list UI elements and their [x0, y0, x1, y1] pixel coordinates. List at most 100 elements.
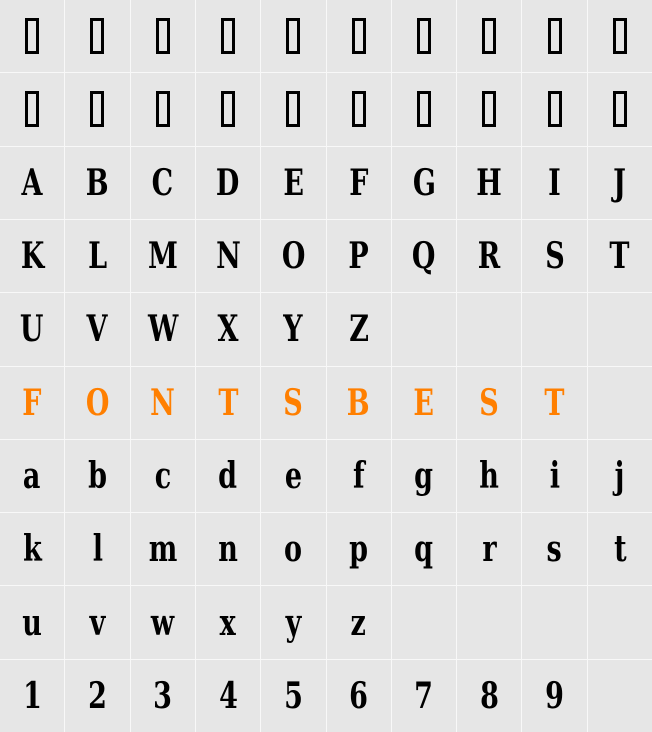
missing-glyph-icon [90, 18, 105, 55]
glyph-cell: V [65, 293, 130, 366]
glyph-cell: F [326, 146, 391, 219]
glyph: v [89, 601, 106, 644]
glyph: s [546, 528, 563, 571]
glyph-cell: I [522, 146, 587, 219]
missing-glyph-icon [155, 91, 170, 128]
glyph: 1 [22, 674, 42, 717]
missing-glyph-icon [155, 18, 170, 55]
glyph-cell [522, 586, 587, 659]
glyph-cell: p [326, 513, 391, 586]
glyph-cell [457, 586, 522, 659]
missing-glyph-icon [221, 18, 236, 55]
glyph-cell: E [261, 146, 326, 219]
glyph-cell [261, 73, 326, 146]
glyph: k [22, 528, 42, 571]
glyph: Y [283, 308, 303, 351]
glyph: x [219, 601, 237, 644]
glyph: V [86, 308, 108, 351]
glyph-cell [522, 293, 587, 366]
glyph-cell: N [130, 366, 195, 439]
glyph-cell: y [261, 586, 326, 659]
glyph-cell: n [195, 513, 261, 586]
brand-letter: O [85, 381, 110, 424]
glyph-cell [587, 659, 652, 732]
glyph: e [284, 454, 302, 497]
glyph-cell: P [326, 219, 391, 293]
glyph: q [414, 528, 434, 571]
glyph-cell: h [457, 439, 522, 513]
glyph-cell: o [261, 513, 326, 586]
glyph-cell: 5 [261, 659, 326, 732]
glyph-cell [587, 366, 652, 439]
glyph: T [609, 235, 630, 278]
glyph: U [20, 308, 44, 351]
glyph-cell [0, 73, 65, 146]
glyph-cell: H [457, 146, 522, 219]
brand-letter: T [217, 381, 239, 424]
glyph-cell: B [65, 146, 130, 219]
glyph-cell: S [457, 366, 522, 439]
glyph-cell: a [0, 439, 65, 513]
glyph-cell [522, 73, 587, 146]
glyph-cell: T [195, 366, 261, 439]
missing-glyph-icon [25, 18, 40, 55]
glyph-cell: d [195, 439, 261, 513]
brand-letter: E [413, 381, 435, 424]
glyph-cell: Y [261, 293, 326, 366]
missing-glyph-icon [286, 18, 301, 55]
glyph-cell [0, 0, 65, 73]
glyph-cell: k [0, 513, 65, 586]
glyph-cell: 2 [65, 659, 130, 732]
glyph: m [148, 528, 178, 571]
glyph-cell: E [391, 366, 457, 439]
glyph: d [218, 454, 238, 497]
glyph-cell: A [0, 146, 65, 219]
glyph-cell [587, 586, 652, 659]
glyph: K [20, 235, 44, 278]
glyph: I [548, 161, 561, 204]
glyph: E [283, 161, 304, 204]
glyph: 7 [414, 674, 434, 717]
glyph: G [412, 161, 436, 204]
glyph-cell [457, 293, 522, 366]
glyph-cell: g [391, 439, 457, 513]
glyph: 9 [545, 674, 564, 717]
glyph-cell [522, 0, 587, 73]
glyph: i [549, 454, 560, 497]
missing-glyph-icon [351, 91, 366, 128]
glyph-cell: 4 [195, 659, 261, 732]
glyph: 5 [283, 674, 303, 717]
glyph-cell: B [326, 366, 391, 439]
glyph-cell: r [457, 513, 522, 586]
brand-letter: S [479, 381, 499, 424]
missing-glyph-icon [416, 91, 431, 128]
glyph-cell [65, 0, 130, 73]
glyph: F [349, 161, 369, 204]
missing-glyph-icon [416, 18, 431, 55]
glyph-cell: 6 [326, 659, 391, 732]
brand-letter: F [22, 381, 42, 424]
glyph: n [218, 528, 238, 571]
glyph-cell [391, 73, 457, 146]
glyph-cell: X [195, 293, 261, 366]
glyph-cell: s [522, 513, 587, 586]
glyph-cell: Q [391, 219, 457, 293]
glyph-cell: j [587, 439, 652, 513]
glyph: P [348, 235, 369, 278]
glyph: L [87, 235, 107, 278]
missing-glyph-icon [221, 91, 236, 128]
glyph-cell: D [195, 146, 261, 219]
glyph: z [350, 601, 367, 644]
brand-letter: T [544, 381, 565, 424]
glyph: R [478, 235, 501, 278]
glyph: H [476, 161, 502, 204]
glyph: 2 [88, 674, 107, 717]
glyph-cell: e [261, 439, 326, 513]
glyph-cell [587, 293, 652, 366]
glyph-cell: F [0, 366, 65, 439]
missing-glyph-icon [482, 18, 497, 55]
glyph-cell [391, 0, 457, 73]
glyph-cell: z [326, 586, 391, 659]
glyph: j [614, 454, 625, 497]
